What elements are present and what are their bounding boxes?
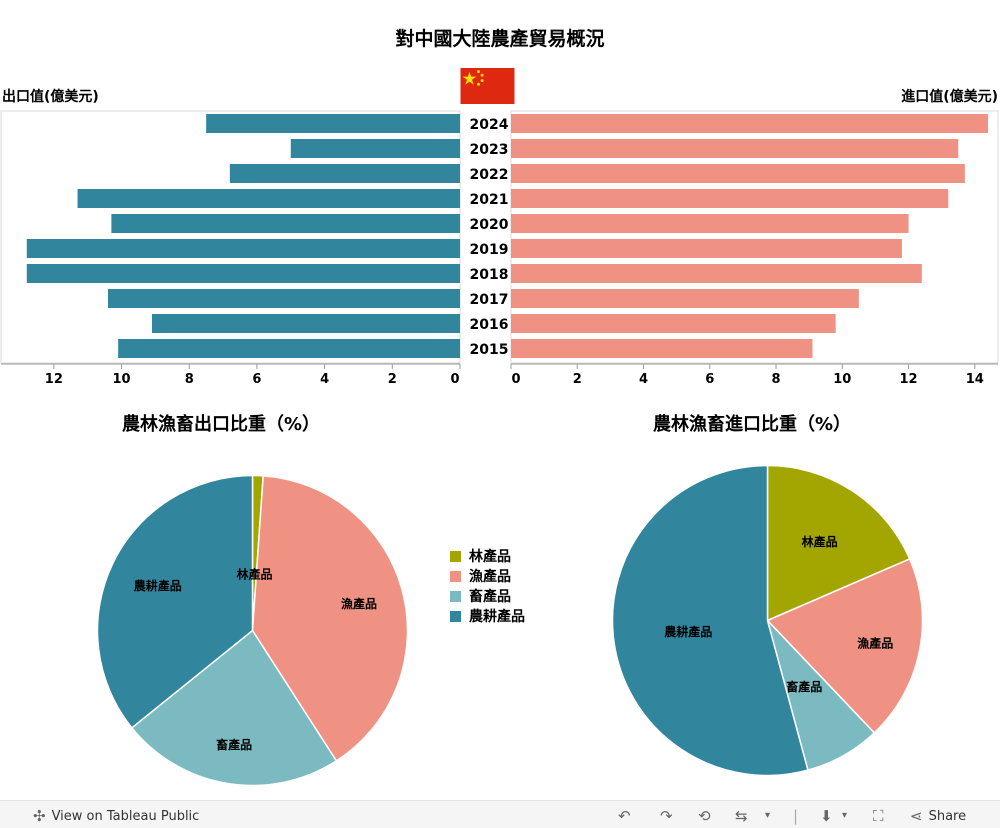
import-panel-border (510, 110, 999, 364)
export-tick-label: 10 (112, 372, 130, 387)
export-tick-label: 0 (450, 372, 459, 387)
year-label: 2015 (470, 342, 509, 358)
export-bar (206, 114, 460, 133)
export-bar (26, 264, 461, 283)
page-title: 對中國大陸農產貿易概況 (395, 28, 605, 50)
legend-label: 畜產品 (469, 589, 511, 605)
export-bar (77, 189, 461, 208)
export-axis-header: 出口值(億美元) (2, 89, 99, 105)
import-bar (511, 339, 813, 358)
year-label: 2016 (470, 317, 509, 333)
pie-label: 漁產品 (857, 635, 893, 650)
legend-swatch-forestry (450, 550, 461, 562)
year-label: 2019 (470, 242, 509, 258)
import-tick-label: 0 (511, 372, 520, 387)
year-label: 2023 (470, 142, 509, 158)
pie-slice (766, 464, 911, 622)
tableau-footer: ✣ View on Tableau Public ↶ ↷ ⟲ ⇆ ▾ | ⬇ ▾… (0, 800, 1000, 828)
import-axis-header: 進口值(億美元) (901, 89, 998, 105)
year-label: 2024 (470, 117, 509, 133)
export-bar (152, 314, 460, 333)
import-tick-label: 4 (639, 372, 648, 387)
pie-label: 漁產品 (341, 596, 377, 611)
download-icon[interactable]: ⬇ (820, 807, 833, 825)
import-tick-label: 2 (573, 372, 582, 387)
china-flag-icon (460, 68, 515, 104)
legend-swatch-fishery (450, 570, 461, 582)
export-tick-label: 12 (45, 372, 63, 387)
pie-slice (766, 557, 924, 734)
import-bar (511, 214, 909, 233)
import-tick-label: 14 (966, 372, 984, 387)
undo-icon[interactable]: ↶ (618, 807, 631, 825)
trade-bar-chart: 2024202320222021202020192018201720162015… (0, 110, 999, 387)
pie-legend: 林產品 漁產品 畜產品 農耕產品 (450, 546, 525, 626)
legend-item-livestock[interactable]: 畜產品 (450, 586, 525, 606)
import-bar (511, 289, 859, 308)
legend-swatch-livestock (450, 590, 461, 602)
export-tick-label: 4 (320, 372, 329, 387)
refresh-icon[interactable]: ⇆ (735, 807, 748, 825)
pie-label: 農耕產品 (134, 578, 182, 593)
pie-slice (611, 464, 809, 777)
year-label: 2021 (470, 192, 509, 208)
pie-label: 林產品 (802, 534, 838, 549)
import-bar (511, 164, 965, 183)
pie-label: 畜產品 (786, 679, 822, 694)
share-label: Share (928, 808, 967, 824)
download-chevron-icon[interactable]: ▾ (842, 810, 848, 821)
fullscreen-icon[interactable]: ⛶ (873, 807, 884, 825)
export-tick-label: 2 (388, 372, 397, 387)
export-bar (118, 339, 461, 358)
legend-item-forestry[interactable]: 林產品 (450, 546, 525, 566)
chevron-down-icon[interactable]: ▾ (765, 810, 771, 821)
year-label: 2020 (470, 217, 509, 233)
view-label: View on Tableau Public (51, 808, 200, 824)
year-label: 2017 (470, 292, 509, 308)
export-bar (229, 164, 460, 183)
import-tick-label: 6 (705, 372, 714, 387)
export-panel-border (0, 110, 461, 364)
legend-item-fishery[interactable]: 漁產品 (450, 566, 525, 586)
share-button[interactable]: ⋖ Share (910, 807, 966, 825)
pie-label: 農耕產品 (664, 624, 712, 639)
import-tick-label: 12 (900, 372, 918, 387)
import-bar (511, 314, 836, 333)
export-bar (26, 239, 461, 258)
import-pie-title: 農林漁畜進口比重（%） (653, 414, 852, 435)
import-bar (511, 239, 902, 258)
tableau-logo-icon: ✣ (33, 807, 46, 825)
legend-item-agriculture[interactable]: 農耕產品 (450, 606, 525, 626)
export-bar (290, 139, 460, 158)
pie-label: 林產品 (236, 567, 272, 582)
legend-label: 林產品 (469, 549, 511, 565)
year-label: 2018 (470, 267, 509, 283)
pie-label: 畜產品 (216, 737, 252, 752)
export-bar (111, 214, 460, 233)
import-bar (511, 189, 949, 208)
export-tick-label: 6 (252, 372, 261, 387)
pie-slice (96, 474, 254, 729)
export-pie-title: 農林漁畜出口比重（%） (122, 414, 321, 435)
divider-icon: | (793, 807, 799, 825)
view-on-tableau-link[interactable]: ✣ View on Tableau Public (33, 807, 199, 825)
legend-label: 農耕產品 (469, 609, 525, 625)
year-label: 2022 (470, 167, 509, 183)
import-bar (511, 139, 959, 158)
import-tick-label: 8 (772, 372, 781, 387)
import-bar (511, 264, 922, 283)
pie-slice (130, 629, 338, 787)
redo-icon[interactable]: ↷ (660, 807, 673, 825)
import-tick-label: 10 (833, 372, 851, 387)
export-tick-label: 8 (185, 372, 194, 387)
legend-swatch-agriculture (450, 610, 461, 622)
export-bar (108, 289, 460, 308)
legend-label: 漁產品 (469, 569, 511, 585)
revert-icon[interactable]: ⟲ (698, 807, 711, 825)
import-bar (511, 114, 989, 133)
share-icon: ⋖ (910, 807, 923, 825)
